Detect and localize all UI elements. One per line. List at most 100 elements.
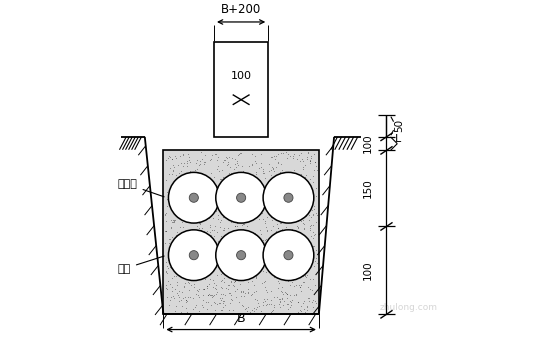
Point bbox=[232, 270, 241, 275]
Point bbox=[195, 295, 204, 300]
Point bbox=[186, 271, 195, 276]
Point bbox=[203, 306, 212, 311]
Point bbox=[276, 170, 285, 175]
Point bbox=[272, 198, 281, 203]
Point bbox=[185, 184, 194, 189]
Point bbox=[237, 150, 246, 156]
Point bbox=[244, 212, 253, 217]
Point bbox=[166, 294, 175, 299]
Point bbox=[176, 215, 185, 220]
Point bbox=[183, 248, 192, 254]
Point bbox=[206, 205, 214, 211]
Point bbox=[244, 201, 253, 206]
Point bbox=[286, 217, 295, 223]
Point bbox=[267, 168, 276, 173]
Point bbox=[224, 272, 233, 277]
Point bbox=[171, 286, 180, 291]
Point bbox=[238, 233, 247, 238]
Point bbox=[178, 303, 186, 309]
Point bbox=[164, 196, 173, 202]
Point bbox=[261, 302, 270, 307]
Point bbox=[230, 227, 239, 233]
Point bbox=[178, 234, 187, 239]
Point bbox=[213, 302, 222, 307]
Point bbox=[204, 292, 213, 297]
Point bbox=[279, 260, 288, 266]
Point bbox=[229, 308, 238, 313]
Point bbox=[166, 265, 175, 270]
Point bbox=[274, 296, 283, 301]
Point bbox=[260, 220, 269, 226]
Point bbox=[204, 299, 213, 305]
Point bbox=[214, 164, 223, 169]
Point bbox=[274, 228, 283, 234]
Point bbox=[265, 161, 274, 167]
Point bbox=[195, 244, 204, 249]
Point bbox=[306, 185, 315, 190]
Point bbox=[189, 194, 198, 199]
Point bbox=[281, 224, 290, 230]
Point bbox=[291, 177, 300, 183]
Point bbox=[249, 289, 258, 295]
Point bbox=[215, 206, 224, 212]
Point bbox=[204, 281, 213, 287]
Point bbox=[245, 209, 254, 215]
Point bbox=[186, 236, 195, 241]
Point bbox=[202, 283, 211, 289]
Point bbox=[237, 196, 246, 201]
Point bbox=[306, 223, 315, 228]
Point bbox=[173, 229, 182, 235]
Point bbox=[187, 235, 196, 241]
Point bbox=[213, 212, 222, 218]
Point bbox=[223, 256, 232, 261]
Point bbox=[192, 204, 200, 209]
Point bbox=[202, 256, 211, 262]
Point bbox=[272, 250, 281, 256]
Point bbox=[199, 286, 208, 292]
Point bbox=[299, 298, 308, 304]
Point bbox=[282, 295, 291, 300]
Point bbox=[296, 284, 305, 289]
Point bbox=[296, 218, 305, 224]
Point bbox=[172, 155, 181, 161]
Point bbox=[253, 297, 262, 303]
Point bbox=[225, 178, 234, 183]
Point bbox=[241, 250, 250, 255]
Point bbox=[292, 276, 301, 281]
Point bbox=[204, 174, 213, 180]
Point bbox=[227, 265, 236, 270]
Point bbox=[279, 209, 288, 215]
Point bbox=[169, 164, 178, 169]
Point bbox=[262, 287, 270, 293]
Point bbox=[277, 210, 286, 216]
Point bbox=[189, 195, 198, 200]
Point bbox=[185, 281, 194, 286]
Point bbox=[226, 244, 235, 249]
Point bbox=[297, 303, 306, 309]
Point bbox=[188, 262, 197, 267]
Point bbox=[258, 200, 267, 205]
Point bbox=[199, 292, 208, 298]
Point bbox=[201, 181, 210, 187]
Point bbox=[248, 308, 256, 313]
Point bbox=[276, 235, 284, 240]
Point bbox=[285, 181, 294, 187]
Point bbox=[228, 249, 237, 255]
Point bbox=[218, 159, 227, 164]
Point bbox=[164, 265, 173, 270]
Point bbox=[175, 288, 184, 294]
Point bbox=[203, 197, 212, 202]
Point bbox=[237, 252, 246, 258]
Point bbox=[169, 189, 178, 194]
Point bbox=[304, 218, 313, 223]
Point bbox=[292, 156, 301, 161]
Point bbox=[221, 182, 230, 187]
Point bbox=[162, 269, 171, 274]
Point bbox=[207, 270, 216, 275]
Point bbox=[282, 258, 291, 263]
Point bbox=[245, 265, 254, 270]
Point bbox=[199, 160, 208, 165]
Point bbox=[185, 294, 194, 299]
Point bbox=[192, 269, 201, 274]
Point bbox=[248, 270, 256, 275]
